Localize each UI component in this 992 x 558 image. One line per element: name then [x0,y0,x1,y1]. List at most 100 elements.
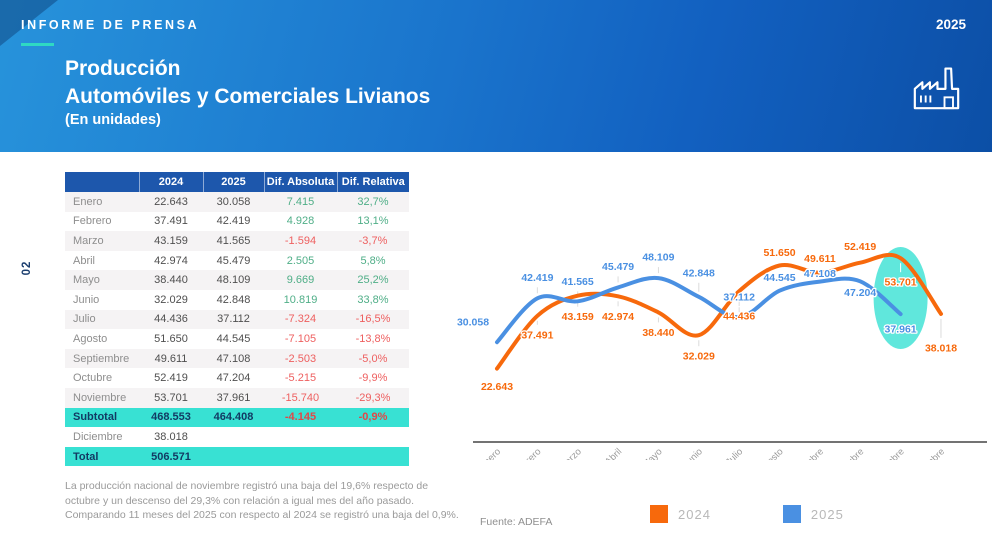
row-label: Octubre [73,372,113,385]
cell-2025: 464.408 [203,407,264,428]
cell-dif-absoluta: 7.415 [264,192,337,212]
data-label-2024: 22.643 [481,381,513,393]
data-label-2024: 38.440 [642,327,674,339]
table-row-febrero: Febrero 37.491 42.419 4.928 13,1% [65,212,409,232]
col-header-dif-relativa: Dif. Relativa [337,172,409,192]
cell-2024: 52.419 [154,372,188,385]
table-row-julio: Julio 44.436 37.112 -7.324 -16,5% [65,309,409,330]
row-label: Septiembre [65,348,139,369]
row-label: Total [65,446,139,467]
col-header-dif-absoluta: Dif. Absoluta [264,172,338,192]
x-tick-label: Febrero [512,446,543,460]
data-label-2024: 53.701 [885,277,917,289]
cell-2025: 42.848 [216,293,251,306]
cell-2025: 47.204 [216,372,251,385]
cell-2025: 37.961 [203,387,264,408]
legend-label-2025: 2025 [810,506,844,522]
data-label-2025: 42.419 [521,272,553,284]
cell-2025: 45.479 [216,254,251,267]
cell-dif-relativa [337,446,409,467]
x-tick-label: Noviembre [866,446,906,460]
cell-dif-absoluta: 10.819 [283,293,318,306]
cell-2025: 41.565 [203,231,264,251]
report-year: 2025 [935,17,966,32]
data-label-2025: 30.058 [457,317,489,329]
footnote-line-1: La producción nacional de noviembre regi… [65,480,429,507]
production-chart: Enero Febrero Marzo Abril Mayo Junio Julio Agos… [455,160,992,488]
cell-2024: 22.643 [139,192,203,212]
cell-dif-absoluta: -7.324 [264,309,337,330]
page-title: Producción [65,57,181,80]
row-label: Marzo [65,231,139,251]
cell-dif-absoluta: -15.740 [264,387,337,408]
source-caption: Fuente: ADEFA [480,516,553,528]
table-row-mayo: Mayo 38.440 48.109 9.669 25,2% [65,270,409,290]
row-label: Junio [73,293,100,306]
table-row-total: Total 506.571 [65,446,409,467]
cell-2024: 37.491 [154,215,188,228]
cell-dif-absoluta: -4.145 [264,407,337,428]
table-header-row: 2024 2025 Dif. Absoluta Dif. Relativa [65,172,409,192]
cell-2024: 38.018 [154,430,188,443]
cell-2025: 37.112 [203,309,264,330]
table-row-abril: Abril 42.974 45.479 2.505 5,8% [65,251,409,271]
footnote: La producción nacional de noviembre regi… [65,479,465,523]
cell-dif-absoluta: 4.928 [286,215,315,228]
legend-label-2024: 2024 [678,506,711,522]
chart-legend: 2024 2025 [650,505,906,523]
data-label-2025: 48.109 [642,252,674,264]
data-label-2024: 49.611 [804,253,836,265]
table-row-octubre: Octubre 52.419 47.204 -5.215 -9,9% [65,368,409,388]
cell-dif-relativa: -29,3% [337,387,409,408]
cell-2024: 43.159 [139,231,203,251]
data-label-2024: 42.974 [602,311,634,323]
data-label-2024: 32.029 [683,351,715,363]
row-label: Subtotal [65,407,139,428]
data-label-2024: 43.159 [562,311,594,323]
table-row-diciembre: Diciembre 38.018 [65,427,409,447]
corner-accent [0,0,58,46]
cell-2024: 468.553 [139,407,203,428]
cell-dif-absoluta [264,446,337,467]
cell-2024: 506.571 [139,446,203,467]
cell-dif-absoluta: -2.503 [264,348,337,369]
cell-dif-absoluta: 2.505 [286,254,315,267]
x-tick-label: Junio [681,446,705,460]
factory-icon [913,67,960,110]
page-subtitle: Automóviles y Comerciales Livianos [65,85,431,108]
page-number: 02 [21,260,33,276]
col-header-empty [65,172,140,192]
data-label-2025: 45.479 [602,261,634,273]
row-label: Agosto [73,332,108,345]
cell-dif-absoluta: -1.594 [264,231,337,251]
cell-2025: 44.545 [216,332,251,345]
series-2025-line [495,275,903,345]
data-label-2025: 42.848 [683,267,715,279]
footnote-line-2: Comparando 11 meses del 2025 con respect… [65,509,459,522]
cell-2025: 47.108 [203,348,264,369]
table-row-junio: Junio 32.029 42.848 10.819 33,8% [65,290,409,310]
production-table: 2024 2025 Dif. Absoluta Dif. Relativa Enero… [65,172,409,467]
table-row-septiembre: Septiembre 49.611 47.108 -2.503 -5,0% [65,348,409,369]
x-tick-label: Enero [477,446,503,460]
table-row-noviembre: Noviembre 53.701 37.961 -15.740 -29,3% [65,387,409,408]
data-label-2025: 37.961 [885,324,917,336]
row-label: Abril [73,254,96,267]
page-units-note: (En unidades) [65,112,161,128]
x-tick-label: Octubre [835,446,867,460]
cell-dif-relativa [337,427,409,447]
production-table-wrap: 2024 2025 Dif. Absoluta Dif. Relativa Enero… [65,172,409,467]
row-label: Diciembre [73,430,123,443]
cell-2024: 42.974 [154,254,188,267]
data-label-2025: 47.204 [844,287,876,299]
data-label-2024: 52.419 [844,241,876,253]
x-tick-label: Marzo [557,446,583,460]
cell-2024: 53.701 [139,387,203,408]
cell-dif-relativa: 5,8% [360,254,386,267]
data-label-2025: 41.565 [562,276,594,288]
series-2024-line [495,252,943,371]
row-label: Julio [65,309,139,330]
legend-swatch-2025 [782,505,801,523]
row-label: Enero [65,192,139,212]
cell-dif-relativa: 32,7% [337,192,409,212]
